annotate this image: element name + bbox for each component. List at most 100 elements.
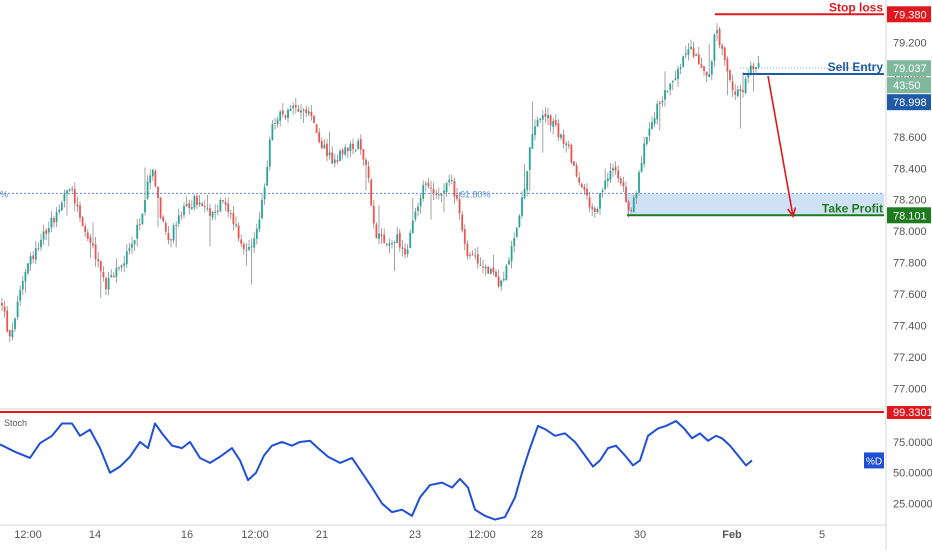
candle-body-195: [508, 260, 510, 265]
candle-body-219: [570, 144, 573, 163]
candle-body-120: [313, 115, 315, 124]
candle-body-199: [518, 215, 521, 227]
candle-body-68: [177, 215, 180, 224]
candle-body-274: [713, 34, 716, 61]
y-tick-label-5: 78.200: [893, 195, 927, 207]
candle-body-265: [690, 46, 692, 49]
candle-body-83: [216, 210, 219, 212]
candle-body-51: [133, 240, 136, 245]
candle-body-242: [630, 209, 633, 211]
candle-body-172: [448, 179, 451, 183]
candle-body-211: [549, 115, 552, 126]
candle-body-73: [190, 206, 193, 210]
candle-body-169: [440, 193, 443, 196]
candle-body-81: [211, 211, 214, 218]
candle-body-261: [679, 67, 682, 70]
candle-body-203: [528, 147, 531, 170]
candle-body-108: [281, 110, 284, 115]
candle-body-87: [227, 203, 230, 212]
candle-body-249: [648, 128, 651, 136]
candle-body-46: [120, 265, 123, 268]
candle-body-13: [34, 248, 37, 260]
y-tick-label-11: 77.000: [893, 383, 927, 395]
candle-body-47: [123, 263, 126, 266]
price-label-text-0: 79.380: [893, 9, 927, 21]
candle-body-67: [175, 224, 178, 226]
candle-body-258: [671, 80, 674, 83]
candle-body-212: [552, 120, 555, 127]
candle-body-0: [1, 302, 3, 306]
candle-body-14: [37, 247, 40, 249]
candle-body-65: [170, 239, 172, 241]
candle-body-187: [487, 266, 490, 274]
candle-body-244: [635, 192, 638, 198]
price-label-box-2: [887, 77, 931, 94]
candle-body-160: [417, 206, 419, 212]
candle-body-80: [209, 208, 211, 216]
candle-body-279: [726, 58, 729, 72]
candle-body-198: [515, 228, 518, 238]
candle-body-34: [89, 237, 92, 243]
candle-body-111: [289, 108, 292, 111]
osc-y-tick-label-1: 50.0000: [893, 468, 932, 480]
candle-body-130: [339, 151, 341, 161]
price-label-text-1: 79.037: [893, 63, 927, 75]
y-tick-label-9: 77.400: [893, 320, 927, 332]
candle-body-146: [380, 234, 383, 237]
candle-body-94: [245, 249, 248, 251]
candle-body-243: [632, 197, 635, 212]
y-tick-label-6: 78.000: [893, 226, 927, 238]
x-tick-label-3: 12:00: [241, 529, 269, 541]
candle-body-72: [188, 203, 191, 209]
candle-body-118: [307, 111, 310, 114]
candle-body-32: [84, 226, 87, 233]
candle-body-43: [112, 275, 115, 278]
candle-body-132: [344, 147, 347, 155]
candle-body-62: [162, 216, 165, 222]
candle-body-4: [11, 330, 14, 338]
candle-body-99: [258, 219, 261, 230]
candle-body-275: [716, 30, 718, 34]
candle-body-183: [476, 254, 479, 264]
candle-body-289: [752, 65, 755, 70]
candle-body-173: [450, 180, 453, 182]
price-label-text-2: 43:50: [893, 80, 921, 92]
candle-body-204: [531, 134, 534, 149]
stoch-upper-label-box: [887, 406, 931, 419]
candle-body-109: [284, 115, 287, 118]
candle-body-55: [144, 199, 146, 213]
candle-body-124: [323, 144, 326, 149]
candle-body-64: [167, 232, 170, 241]
candle-body-207: [539, 118, 542, 120]
candle-body-251: [653, 118, 656, 124]
candle-body-209: [544, 113, 547, 117]
candle-body-82: [214, 211, 217, 213]
candle-body-281: [731, 81, 734, 91]
candle-body-206: [536, 119, 539, 127]
candle-body-6: [16, 301, 19, 318]
candle-body-225: [586, 188, 588, 196]
candle-body-89: [232, 213, 235, 225]
candle-body-49: [128, 248, 131, 251]
candle-body-145: [378, 233, 380, 239]
candle-body-70: [183, 206, 185, 215]
candle-body-184: [479, 264, 482, 266]
candle-body-194: [505, 265, 508, 281]
candle-body-36: [94, 244, 97, 260]
candle-body-121: [315, 124, 318, 134]
candle-body-259: [674, 78, 677, 80]
candle-body-1: [3, 306, 6, 312]
candle-body-227: [591, 206, 594, 210]
candle-body-21: [55, 212, 58, 222]
candle-body-236: [614, 166, 617, 171]
candle-body-153: [398, 232, 401, 248]
candle-body-171: [445, 182, 448, 193]
candle-body-122: [318, 132, 321, 143]
candle-body-148: [385, 243, 388, 245]
candle-body-137: [357, 140, 360, 149]
candle-body-91: [237, 225, 240, 239]
candle-body-61: [159, 197, 162, 218]
candle-body-181: [471, 253, 474, 255]
candle-body-147: [383, 234, 386, 243]
fib-618-label: 61.80%: [460, 189, 491, 199]
